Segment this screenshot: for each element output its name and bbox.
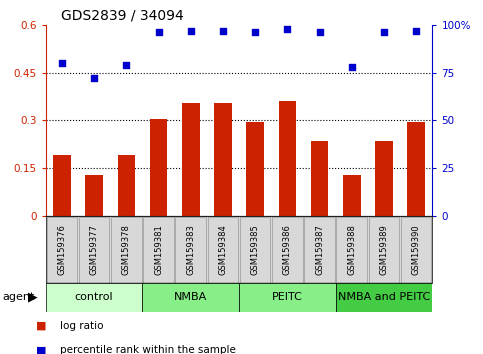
Bar [304, 217, 335, 282]
Text: log ratio: log ratio [60, 321, 104, 331]
Text: GSM159386: GSM159386 [283, 224, 292, 275]
Bar [240, 217, 270, 282]
Point [123, 62, 130, 68]
Bar [46, 283, 142, 312]
Bar [272, 217, 303, 282]
Text: GSM159388: GSM159388 [347, 224, 356, 275]
Bar [401, 217, 431, 282]
Text: control: control [75, 292, 114, 302]
Bar [175, 217, 206, 282]
Bar [336, 283, 432, 312]
Point [155, 30, 162, 35]
Text: ■: ■ [36, 346, 47, 354]
Text: GSM159390: GSM159390 [412, 224, 421, 275]
Bar [208, 217, 238, 282]
Text: PEITC: PEITC [272, 292, 303, 302]
Text: percentile rank within the sample: percentile rank within the sample [60, 346, 236, 354]
Text: GSM159387: GSM159387 [315, 224, 324, 275]
Bar [407, 122, 425, 216]
Point [58, 60, 66, 66]
Point [284, 26, 291, 32]
Bar [246, 122, 264, 216]
Bar [279, 101, 296, 216]
Point [187, 28, 195, 33]
Point [412, 28, 420, 33]
Bar [182, 103, 199, 216]
Text: GSM159381: GSM159381 [154, 224, 163, 275]
Point [219, 28, 227, 33]
Text: NMBA and PEITC: NMBA and PEITC [338, 292, 430, 302]
Bar [150, 119, 168, 216]
Bar [369, 217, 399, 282]
Bar [111, 217, 142, 282]
Bar [311, 141, 328, 216]
Text: ■: ■ [36, 321, 47, 331]
Point [316, 30, 324, 35]
Text: GSM159385: GSM159385 [251, 224, 260, 275]
Text: GSM159377: GSM159377 [90, 224, 99, 275]
Bar [375, 141, 393, 216]
Bar [85, 175, 103, 216]
Text: GSM159384: GSM159384 [218, 224, 227, 275]
Text: agent: agent [2, 292, 35, 302]
Point [90, 75, 98, 81]
Point [348, 64, 355, 70]
Text: NMBA: NMBA [174, 292, 207, 302]
Text: GDS2839 / 34094: GDS2839 / 34094 [61, 8, 184, 22]
Text: GSM159389: GSM159389 [380, 224, 388, 275]
Text: GSM159376: GSM159376 [57, 224, 67, 275]
Bar [239, 283, 336, 312]
Bar [142, 283, 239, 312]
Text: GSM159378: GSM159378 [122, 224, 131, 275]
Text: GSM159383: GSM159383 [186, 224, 195, 275]
Bar [214, 103, 232, 216]
Bar [79, 217, 110, 282]
Point [251, 30, 259, 35]
Bar [337, 217, 367, 282]
Bar [47, 217, 77, 282]
Bar [343, 175, 361, 216]
Bar [53, 155, 71, 216]
Bar [117, 155, 135, 216]
Text: ▶: ▶ [28, 291, 38, 304]
Bar [143, 217, 174, 282]
Point [380, 30, 388, 35]
